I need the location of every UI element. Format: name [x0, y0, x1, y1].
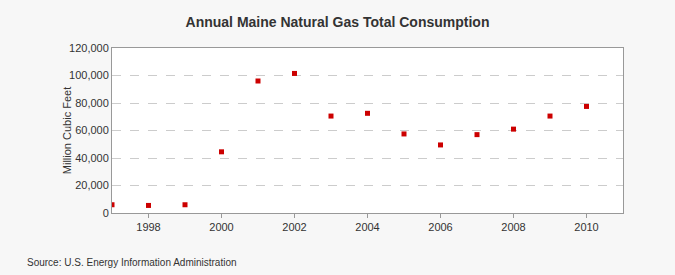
svg-text:80,000: 80,000 — [75, 97, 109, 109]
svg-text:120,000: 120,000 — [69, 42, 109, 54]
svg-text:Source: U.S. Energy Informatio: Source: U.S. Energy Information Administ… — [27, 257, 237, 268]
svg-text:2006: 2006 — [428, 221, 452, 233]
svg-text:100,000: 100,000 — [69, 69, 109, 81]
svg-text:60,000: 60,000 — [75, 124, 109, 136]
svg-text:40,000: 40,000 — [75, 152, 109, 164]
svg-text:Annual Maine Natural Gas Total: Annual Maine Natural Gas Total Consumpti… — [186, 14, 490, 30]
svg-text:2000: 2000 — [209, 221, 233, 233]
svg-text:2004: 2004 — [355, 221, 379, 233]
svg-text:2002: 2002 — [282, 221, 306, 233]
svg-text:0: 0 — [103, 207, 109, 219]
svg-text:2010: 2010 — [574, 221, 598, 233]
svg-text:20,000: 20,000 — [75, 179, 109, 191]
svg-text:Million Cubic Feet: Million Cubic Feet — [61, 87, 73, 174]
svg-text:2008: 2008 — [501, 221, 525, 233]
svg-text:1998: 1998 — [136, 221, 160, 233]
